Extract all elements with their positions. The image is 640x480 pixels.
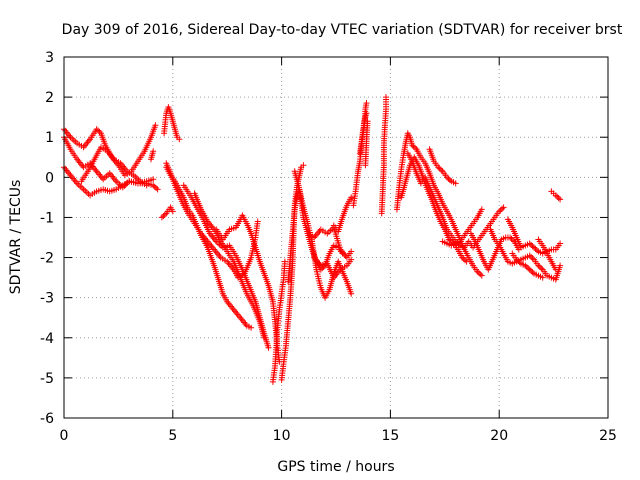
x-tick-label: 10 [273,428,291,444]
data-point [412,144,419,151]
grid-lines [64,57,608,418]
x-tick-label: 0 [60,428,69,444]
data-point [529,243,536,250]
y-tick-label: 2 [45,90,54,106]
data-point [557,196,564,203]
data-point [152,122,159,129]
plot-frame [63,56,609,419]
data-point [463,258,470,265]
data-point [508,235,515,242]
data-point [438,167,445,173]
x-axis-label: GPS time / hours [277,459,394,475]
data-point [557,262,564,269]
data-point [176,136,183,143]
tick-labels: 0 5 10 15 20 25 -6 -5 -4 -3 -2 -1 0 1 2 3 [40,50,617,444]
data-point [539,274,546,281]
data-point [265,344,272,351]
y-tick-label: 3 [45,50,54,66]
data-point [254,218,261,225]
data-point [248,324,255,331]
y-tick-label: -2 [40,251,54,267]
data-point [363,100,370,107]
data-point [536,263,543,270]
data-point [510,237,516,244]
data-points [61,94,564,385]
data-point [95,127,102,134]
data-point [409,142,416,149]
data-point [554,193,561,200]
data-point [475,269,482,276]
data-point [500,204,507,211]
y-axis-label: SDTVAR / TECUs [8,180,24,295]
data-point [529,255,536,262]
x-tick-label: 15 [381,428,399,444]
data-point [383,94,389,101]
data-point [515,257,522,264]
data-point [538,265,545,272]
data-point [446,177,453,183]
data-point [261,334,268,341]
data-point [460,255,467,262]
x-tick-label: 25 [599,428,617,444]
data-point [452,180,459,187]
data-point [526,252,533,259]
y-tick-label: -6 [40,411,54,427]
data-point [535,262,542,269]
y-tick-label: -5 [40,371,54,387]
data-point [552,192,559,199]
data-point [478,272,485,279]
data-point [552,266,559,273]
data-point [154,186,161,193]
data-point [151,183,158,190]
data-point [364,118,371,125]
data-point [526,240,533,247]
x-tick-label: 20 [490,428,508,444]
y-tick-label: 1 [45,130,54,146]
data-point [532,245,539,252]
data-point [555,195,562,202]
data-point [478,206,485,213]
data-point [160,213,167,220]
data-point [348,248,355,255]
y-tick-label: -1 [40,210,54,226]
data-point [169,208,176,215]
data-point [528,253,535,260]
data-point [526,266,533,273]
data-point [435,164,442,171]
data-point [477,271,484,278]
data-point [529,269,536,276]
x-tick-label: 5 [168,428,177,444]
data-point [348,194,355,201]
data-point [348,256,355,263]
data-point [444,174,450,181]
chart-title: Day 309 of 2016, Sidereal Day-to-day VTE… [62,22,623,38]
data-point [507,234,514,241]
data-point [523,263,530,270]
data-point [150,176,157,183]
data-point [436,165,443,172]
y-tick-label: -4 [40,331,54,347]
data-point [363,110,370,117]
data-point [150,148,157,155]
y-tick-label: -3 [40,291,54,307]
data-point [497,207,504,214]
data-point [300,162,307,169]
data-point [557,240,564,247]
data-point [348,290,355,297]
y-tick-label: 0 [45,170,54,186]
data-point [143,182,150,189]
